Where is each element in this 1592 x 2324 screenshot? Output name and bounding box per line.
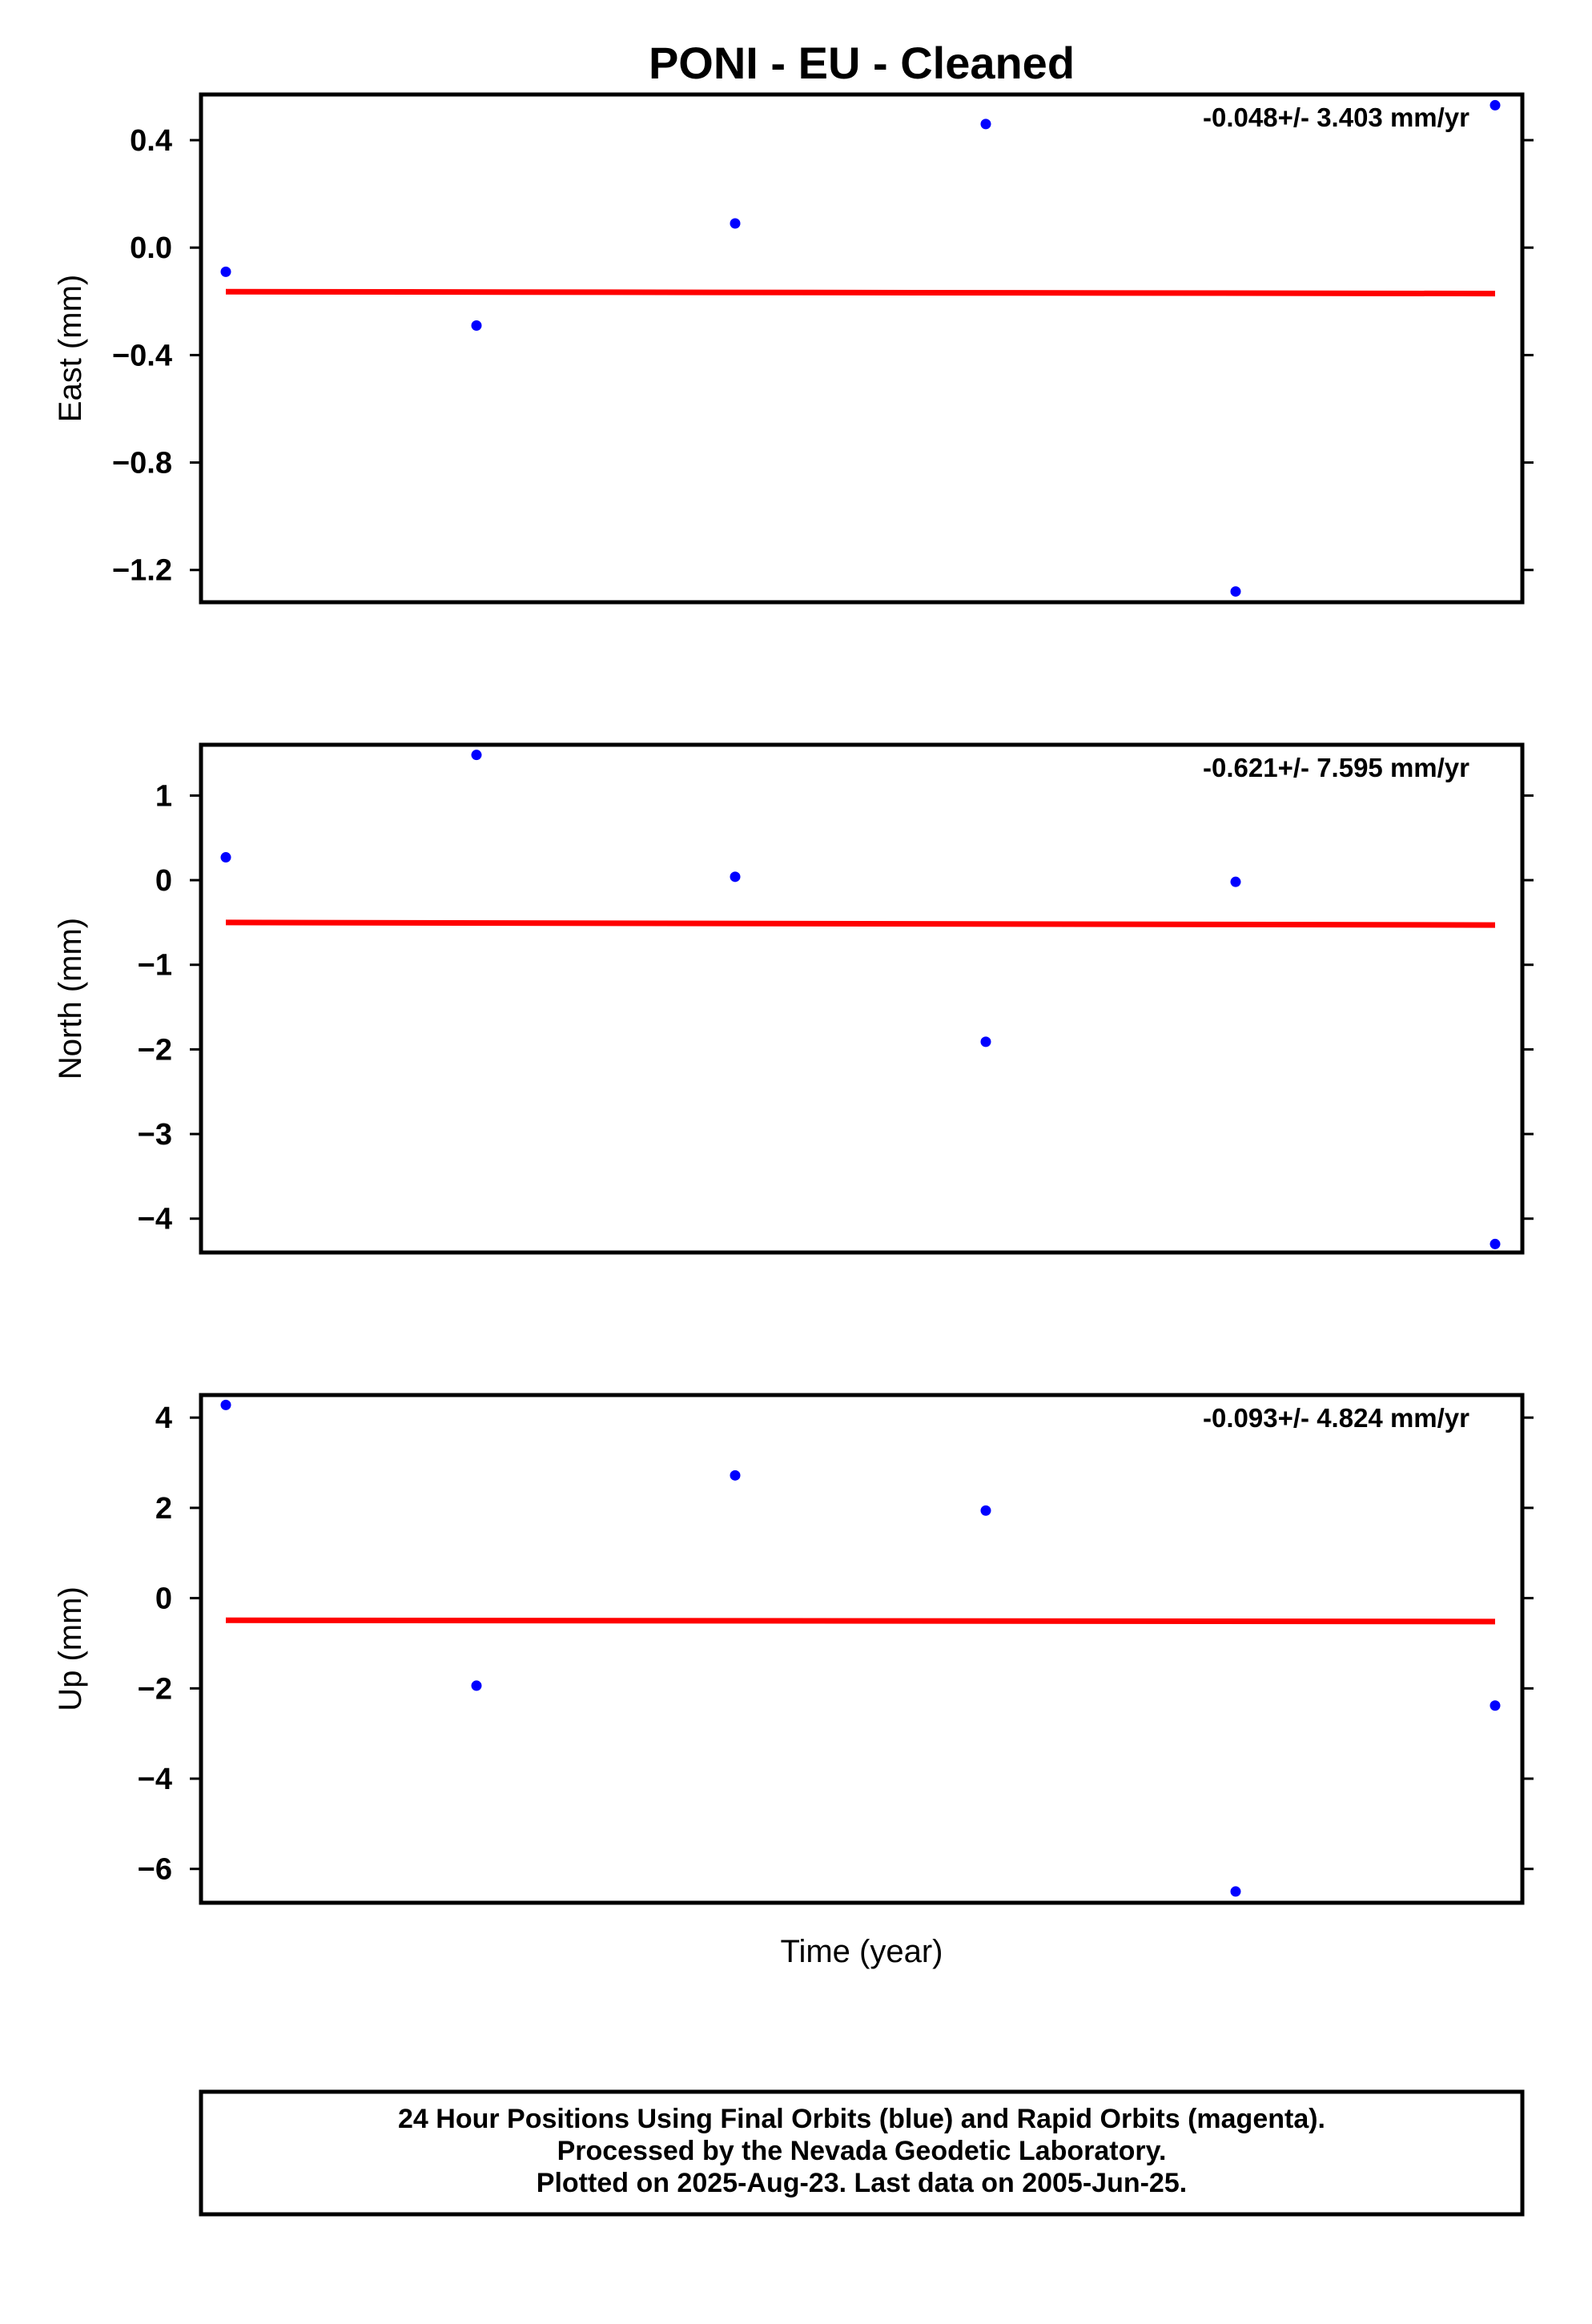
up-rate-label: -0.093+/- 4.824 mm/yr [1203, 1403, 1469, 1433]
north-ytick-label: −1 [138, 949, 172, 983]
up-plot-frame [199, 1393, 1525, 1905]
east-data-point [1489, 99, 1501, 111]
north-plot-frame [199, 742, 1525, 1255]
north-rate-label: -0.621+/- 7.595 mm/yr [1203, 753, 1469, 782]
north-panel: 1 0 −1 −2 −3 −4 North (mm) -0.621+/- 7.595 mm/y… [53, 742, 1534, 1255]
up-ytick-label: 0 [155, 1582, 172, 1616]
x-axis-label: Time (year) [781, 1934, 943, 1969]
east-data-point [1230, 586, 1241, 597]
east-data-point [730, 218, 741, 229]
panels-group: 0.4 0.0 −0.4 −0.8 −1.2 East (mm) -0.048+/- 3.4… [53, 92, 1534, 1905]
east-data-point [471, 320, 482, 331]
footer-line-2: Processed by the Nevada Geodetic Laborat… [557, 2136, 1167, 2166]
north-ytick-label: −2 [138, 1033, 172, 1067]
up-ytick-label: 4 [155, 1401, 172, 1435]
up-trend-line [225, 1617, 1496, 1625]
east-data-point [220, 266, 231, 277]
north-trend-line [225, 919, 1496, 928]
north-ytick-label: −3 [138, 1118, 172, 1152]
up-data-point [730, 1470, 741, 1481]
footer-line-1: 24 Hour Positions Using Final Orbits (bl… [398, 2104, 1325, 2134]
up-data-point [471, 1680, 482, 1691]
up-panel: 4 2 0 −2 −4 −6 Up (mm) -0.093+/- 4.824 mm/yr [53, 1393, 1534, 1905]
east-trend-line [225, 288, 1496, 297]
east-ytick-label: −0.8 [112, 447, 172, 480]
up-y-axis-label: Up (mm) [53, 1586, 88, 1711]
east-data-point [980, 119, 991, 130]
north-ytick-label: 1 [155, 779, 172, 813]
footer-box [199, 2089, 1525, 2217]
north-data-point [1489, 1238, 1501, 1249]
north-data-point [220, 852, 231, 863]
north-data-point [730, 871, 741, 883]
north-ytick-label: 0 [155, 864, 172, 898]
east-panel: 0.4 0.0 −0.4 −0.8 −1.2 East (mm) -0.048+/- 3.4… [53, 92, 1534, 605]
east-rate-label: -0.048+/- 3.403 mm/yr [1203, 103, 1469, 132]
east-ytick-label: 0.0 [130, 231, 172, 265]
footer-line-3: Plotted on 2025-Aug-23. Last data on 200… [537, 2168, 1187, 2198]
east-ytick-label: −1.2 [112, 554, 172, 588]
up-data-point [980, 1505, 991, 1516]
north-data-point [1230, 876, 1241, 887]
east-plot-frame [199, 92, 1525, 605]
up-ytick-label: −6 [138, 1853, 172, 1887]
north-ytick-label: −4 [138, 1203, 172, 1236]
up-ytick-label: −2 [138, 1672, 172, 1706]
north-data-point [980, 1036, 991, 1047]
north-data-point [471, 750, 482, 761]
up-data-point [1230, 1886, 1241, 1897]
up-ytick-label: 2 [155, 1492, 172, 1526]
east-ytick-label: −0.4 [112, 339, 172, 372]
north-y-axis-label: North (mm) [53, 918, 88, 1080]
east-ytick-label: 0.4 [130, 124, 172, 158]
chart-title: PONI - EU - Cleaned [649, 38, 1075, 88]
up-data-point [1489, 1700, 1501, 1711]
up-data-point [220, 1399, 231, 1410]
up-ytick-label: −4 [138, 1763, 172, 1796]
east-y-axis-label: East (mm) [53, 275, 88, 422]
